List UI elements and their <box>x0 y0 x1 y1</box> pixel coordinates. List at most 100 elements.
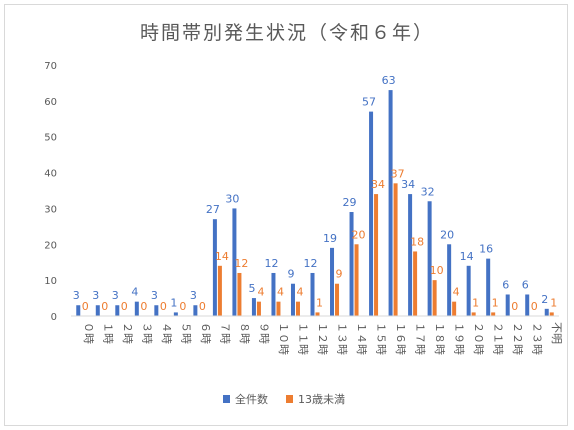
bar-all-2 <box>115 305 120 316</box>
bar-under13-18 <box>432 280 437 316</box>
bar-under13-16 <box>393 183 398 316</box>
data-label-under13: 34 <box>371 178 385 191</box>
data-label-under13: 0 <box>160 300 167 313</box>
data-label-all: 63 <box>382 74 396 87</box>
data-label-under13: 1 <box>472 296 479 309</box>
chart-title: 時間帯別発生状況（令和６年） <box>140 22 434 44</box>
bar-all-7 <box>212 219 217 316</box>
bar-under13-9 <box>256 301 261 316</box>
bar-all-16 <box>388 90 393 316</box>
data-label-all: 1 <box>170 296 177 309</box>
x-tick-label: １３時 <box>336 322 349 355</box>
bar-all-24 <box>544 308 549 316</box>
data-label-all: 19 <box>323 232 337 245</box>
data-label-under13: 0 <box>101 300 108 313</box>
data-label-all: 16 <box>479 243 493 256</box>
y-tick-label: 10 <box>44 276 57 287</box>
data-label-all: 32 <box>421 185 435 198</box>
x-tick-label: １４時 <box>355 322 368 355</box>
data-label-all: 12 <box>304 257 318 270</box>
data-label-under13: 0 <box>511 300 518 313</box>
data-label-all: 5 <box>248 282 255 295</box>
bar-all-14 <box>349 212 354 316</box>
x-axis: ０時 １時 ２時 ３時 ４時 ５時 ６時 ７時 ８時 ９時 １０時 １１時 １２時 １３時 １４時 １５時 １６… <box>71 315 563 355</box>
bar-all-6 <box>193 305 198 316</box>
data-label-under13: 37 <box>391 167 405 180</box>
bar-all-11 <box>290 283 295 316</box>
bar-all-22 <box>505 294 510 316</box>
data-label-under13: 18 <box>410 235 424 248</box>
data-label-all: 9 <box>287 268 294 281</box>
x-tick-label: １０時 <box>277 322 290 355</box>
bar-all-20 <box>466 265 471 316</box>
data-label-under13: 0 <box>179 300 186 313</box>
x-tick-label: １７時 <box>414 322 427 355</box>
data-label-under13: 1 <box>316 296 323 309</box>
data-label-all: 27 <box>206 203 220 216</box>
x-tick-label: １９時 <box>453 322 466 355</box>
legend-label: 全件数 <box>235 392 268 406</box>
data-label-under13: 9 <box>336 268 343 281</box>
bar-all-0 <box>76 305 81 316</box>
data-label-under13: 4 <box>453 286 460 299</box>
data-label-all: 3 <box>92 289 99 302</box>
data-label-all: 3 <box>151 289 158 302</box>
data-label-under13: 0 <box>82 300 89 313</box>
data-label-under13: 0 <box>121 300 128 313</box>
data-label-under13: 0 <box>199 300 206 313</box>
x-tick-label: ２時 <box>121 322 134 344</box>
x-tick-label: １５時 <box>375 322 388 355</box>
bar-all-9 <box>251 298 256 316</box>
data-label-under13: 4 <box>277 286 284 299</box>
data-label-all: 6 <box>522 278 529 291</box>
bars <box>76 90 554 316</box>
data-label-all: 30 <box>225 192 239 205</box>
y-tick-label: 30 <box>44 204 57 215</box>
bar-all-15 <box>369 111 374 316</box>
bar-under13-19 <box>452 301 457 316</box>
x-tick-label: １８時 <box>433 322 446 355</box>
x-tick-label: ２２時 <box>511 322 524 355</box>
x-tick-label: ０時 <box>82 322 95 344</box>
data-label-under13: 20 <box>352 228 366 241</box>
x-tick-label: ５時 <box>179 322 192 344</box>
x-tick-label: ７時 <box>218 322 231 344</box>
y-axis: 0 10 20 30 40 50 60 70 <box>44 61 57 323</box>
data-label-under13: 4 <box>296 286 303 299</box>
data-label-all: 4 <box>131 286 138 299</box>
bar-all-19 <box>447 244 452 316</box>
bar-under13-17 <box>413 251 418 316</box>
data-label-under13: 14 <box>215 250 229 263</box>
data-label-all: 29 <box>343 196 357 209</box>
x-tick-label: １６時 <box>394 322 407 355</box>
data-label-all: 3 <box>190 289 197 302</box>
x-tick-label: ８時 <box>238 322 251 344</box>
bar-under13-20 <box>471 312 476 316</box>
bar-all-23 <box>525 294 530 316</box>
bar-under13-24 <box>549 312 554 316</box>
data-label-all: 57 <box>362 96 376 109</box>
data-label-all: 2 <box>541 293 548 306</box>
y-tick-label: 20 <box>44 240 57 251</box>
bar-all-1 <box>95 305 100 316</box>
data-label-all: 20 <box>440 228 454 241</box>
y-tick-label: 50 <box>44 133 57 144</box>
data-label-under13: 10 <box>430 264 444 277</box>
x-tick-label: 不明 <box>550 322 563 344</box>
data-label-all: 12 <box>264 257 278 270</box>
y-tick-label: 60 <box>44 97 57 108</box>
bar-under13-8 <box>237 272 242 316</box>
data-label-all: 3 <box>112 289 119 302</box>
y-tick-label: 70 <box>44 61 57 72</box>
legend-swatch <box>223 395 230 403</box>
y-tick-label: 0 <box>51 312 57 323</box>
x-tick-label: ２０時 <box>472 322 485 355</box>
bar-under13-12 <box>315 312 320 316</box>
legend-swatch <box>286 395 293 403</box>
bar-all-4 <box>154 305 159 316</box>
data-label-under13: 0 <box>531 300 538 313</box>
x-tick-label: ４時 <box>160 322 173 344</box>
